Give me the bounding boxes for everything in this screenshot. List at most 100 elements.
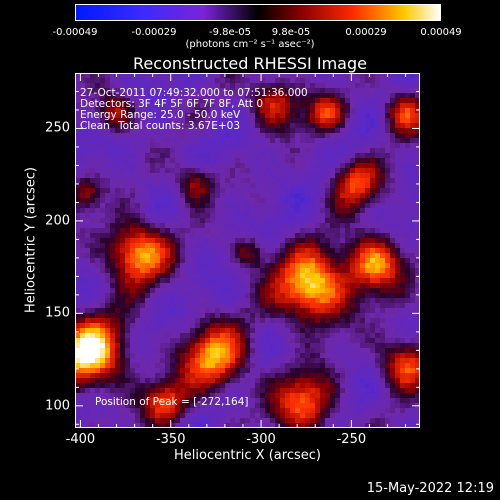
heatmap-pixel — [145, 413, 151, 419]
heatmap-pixel — [225, 333, 231, 339]
heatmap-pixel — [260, 298, 266, 304]
heatmap-pixel — [335, 198, 341, 204]
heatmap-pixel — [115, 158, 121, 164]
heatmap-pixel — [325, 218, 331, 224]
heatmap-pixel — [385, 408, 391, 414]
heatmap-pixel — [240, 213, 246, 219]
heatmap-pixel — [340, 208, 346, 214]
heatmap-pixel — [300, 258, 306, 264]
heatmap-pixel — [75, 118, 81, 124]
heatmap-pixel — [310, 178, 316, 184]
heatmap-pixel — [355, 368, 361, 374]
heatmap-pixel — [195, 103, 201, 109]
heatmap-pixel — [85, 208, 91, 214]
heatmap-pixel — [90, 178, 96, 184]
heatmap-pixel — [295, 228, 301, 234]
heatmap-pixel — [415, 378, 420, 384]
heatmap-pixel — [405, 303, 411, 309]
heatmap-pixel — [245, 93, 251, 99]
heatmap-pixel — [205, 128, 211, 134]
heatmap-pixel — [240, 138, 246, 144]
heatmap-pixel — [165, 103, 171, 109]
heatmap-pixel — [205, 183, 211, 189]
heatmap-pixel — [215, 78, 221, 84]
heatmap-pixel — [220, 83, 226, 89]
heatmap-pixel — [275, 413, 281, 419]
heatmap-pixel — [415, 228, 420, 234]
heatmap-pixel — [85, 188, 91, 194]
heatmap-pixel — [215, 83, 221, 89]
heatmap-pixel — [320, 113, 326, 119]
heatmap-pixel — [390, 178, 396, 184]
heatmap-pixel — [185, 93, 191, 99]
heatmap-pixel — [250, 113, 256, 119]
heatmap-pixel — [180, 338, 186, 344]
heatmap-pixel — [155, 138, 161, 144]
heatmap-pixel — [405, 163, 411, 169]
heatmap-pixel — [400, 148, 406, 154]
heatmap-pixel — [120, 423, 126, 428]
heatmap-pixel — [305, 253, 311, 259]
heatmap-pixel — [85, 303, 91, 309]
heatmap-pixel — [260, 233, 266, 239]
heatmap-pixel — [360, 278, 366, 284]
heatmap-pixel — [115, 323, 121, 329]
heatmap-pixel — [370, 208, 376, 214]
heatmap-pixel — [255, 243, 261, 249]
heatmap-pixel — [80, 353, 86, 359]
heatmap-pixel — [315, 128, 321, 134]
heatmap-pixel — [190, 408, 196, 414]
heatmap-pixel — [390, 208, 396, 214]
heatmap-pixel — [350, 418, 356, 424]
heatmap-pixel — [95, 333, 101, 339]
heatmap-pixel — [300, 133, 306, 139]
heatmap-pixel — [235, 203, 241, 209]
heatmap-pixel — [345, 348, 351, 354]
heatmap-pixel — [315, 318, 321, 324]
heatmap-pixel — [250, 143, 256, 149]
heatmap-pixel — [110, 208, 116, 214]
heatmap-pixel — [160, 248, 166, 254]
heatmap-pixel — [340, 338, 346, 344]
heatmap-pixel — [125, 293, 131, 299]
heatmap-pixel — [320, 228, 326, 234]
heatmap-pixel — [95, 383, 101, 389]
heatmap-pixel — [180, 118, 186, 124]
heatmap-pixel — [150, 343, 156, 349]
heatmap-pixel — [380, 198, 386, 204]
heatmap-pixel — [290, 278, 296, 284]
heatmap-pixel — [410, 248, 416, 254]
heatmap-pixel — [205, 218, 211, 224]
heatmap-pixel — [190, 378, 196, 384]
heatmap-pixel — [165, 268, 171, 274]
heatmap-pixel — [145, 388, 151, 394]
heatmap-pixel — [335, 158, 341, 164]
heatmap-pixel — [345, 408, 351, 414]
heatmap-pixel — [135, 188, 141, 194]
heatmap-pixel — [285, 393, 291, 399]
heatmap-pixel — [300, 138, 306, 144]
heatmap-pixel — [225, 308, 231, 314]
heatmap-pixel — [320, 248, 326, 254]
heatmap-pixel — [270, 293, 276, 299]
heatmap-pixel — [225, 83, 231, 89]
heatmap-pixel — [335, 113, 341, 119]
heatmap-pixel — [315, 333, 321, 339]
heatmap-pixel — [185, 373, 191, 379]
heatmap-pixel — [195, 413, 201, 419]
heatmap-pixel — [140, 218, 146, 224]
heatmap-pixel — [335, 228, 341, 234]
heatmap-pixel — [185, 243, 191, 249]
heatmap-pixel — [130, 143, 136, 149]
heatmap-pixel — [215, 373, 221, 379]
heatmap-pixel — [195, 263, 201, 269]
heatmap-pixel — [405, 93, 411, 99]
heatmap-pixel — [310, 193, 316, 199]
heatmap-pixel — [175, 88, 181, 94]
heatmap-pixel — [155, 368, 161, 374]
heatmap-pixel — [105, 423, 111, 428]
heatmap-pixel — [185, 153, 191, 159]
heatmap-pixel — [260, 198, 266, 204]
heatmap-pixel — [395, 358, 401, 364]
heatmap-pixel — [105, 273, 111, 279]
